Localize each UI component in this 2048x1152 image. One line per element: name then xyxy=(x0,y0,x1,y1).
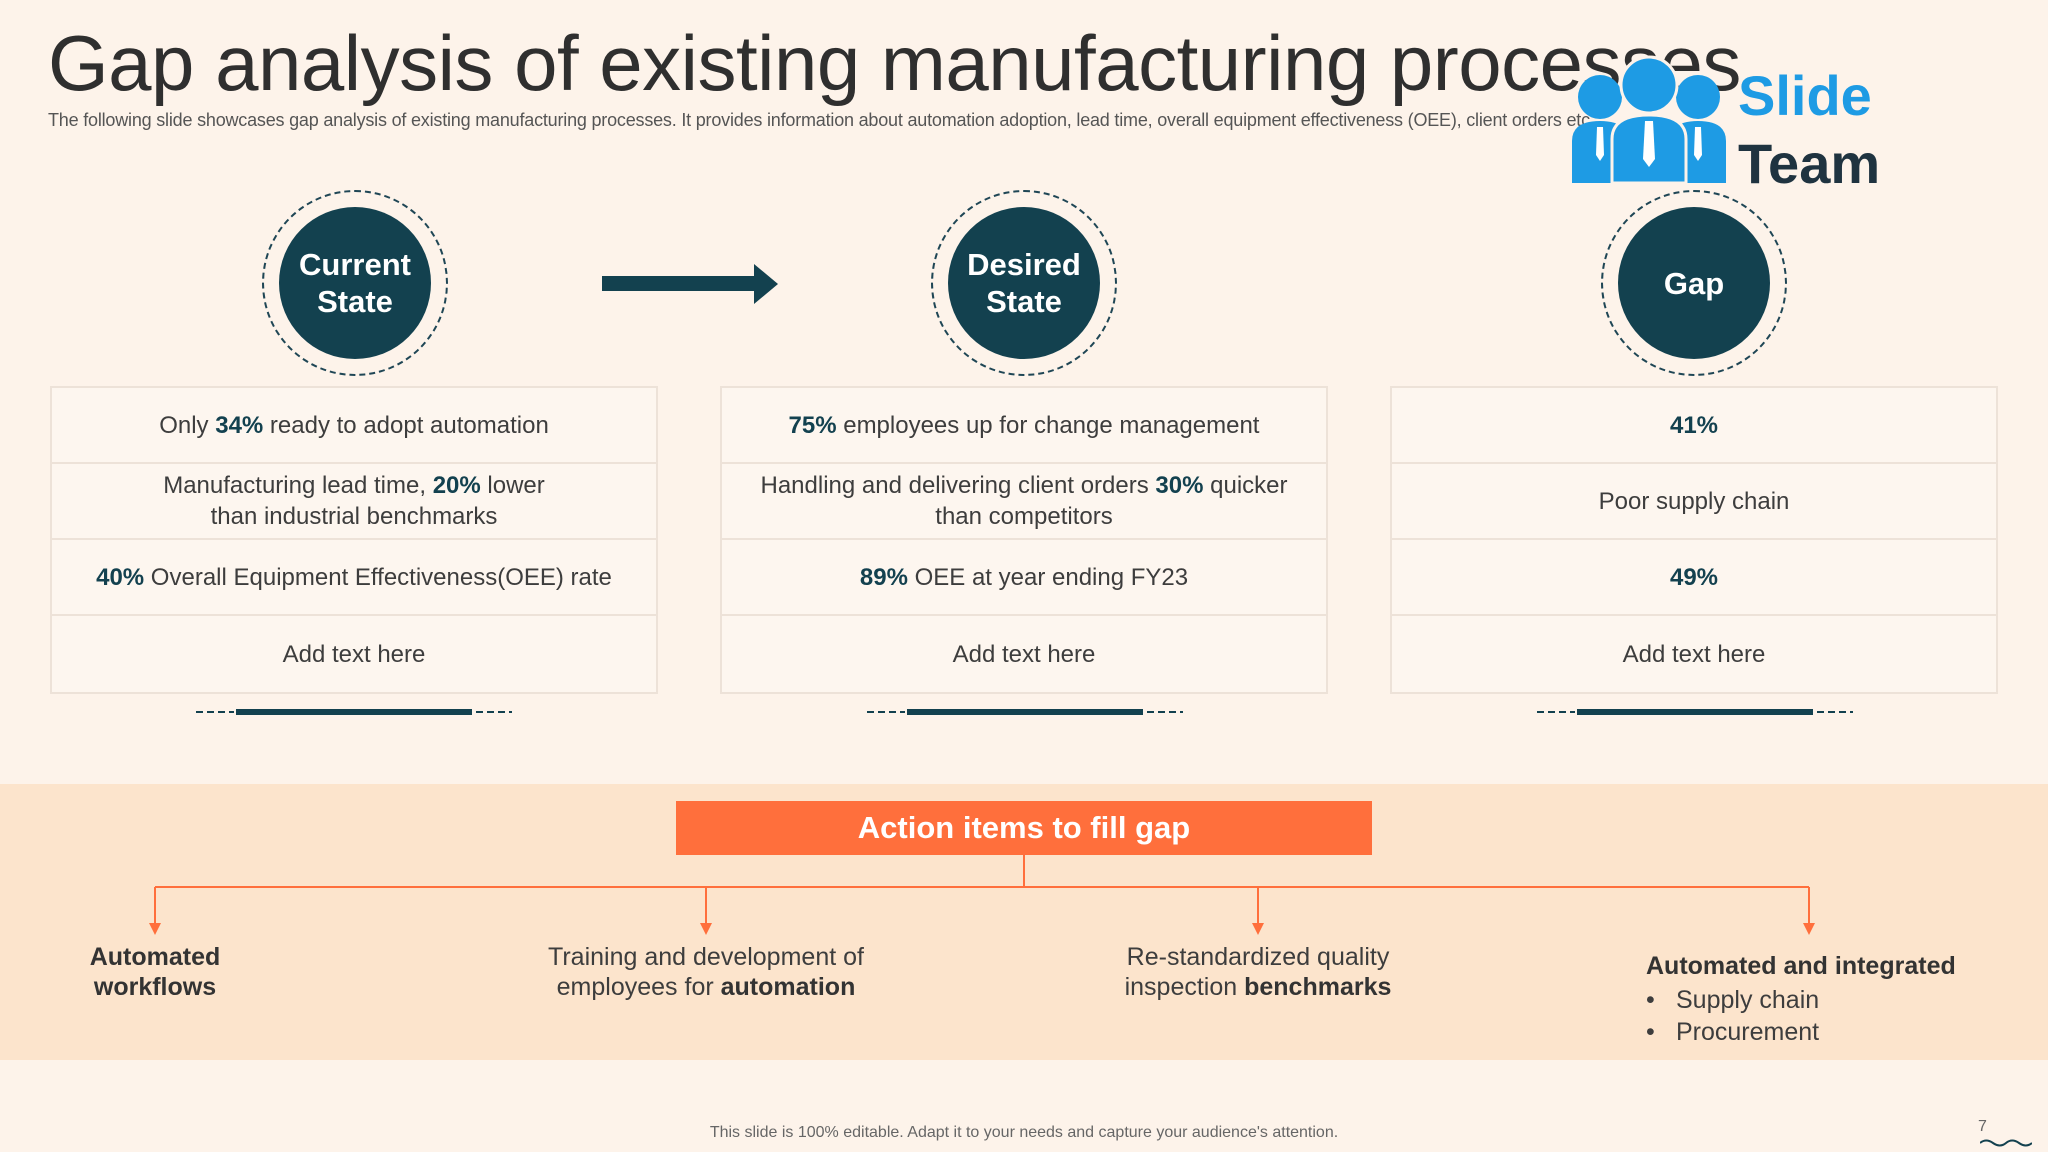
column-divider-line xyxy=(1537,709,1853,715)
connector-lines xyxy=(149,855,1815,935)
desired-state-table: 75% employees up for change management H… xyxy=(720,386,1328,694)
desired-state-badge: Desired State xyxy=(931,190,1117,376)
gap-table: 41% Poor supply chain 49% Add text here xyxy=(1390,386,1998,694)
slide-subtitle: The following slide showcases gap analys… xyxy=(48,110,1595,130)
placeholder-text: Add text here xyxy=(952,640,1096,668)
logo-word-slide: Slide xyxy=(1738,64,1872,127)
action-item-automated-integrated: Automated and integrated Supply chain Pr… xyxy=(1646,951,2006,1048)
list-item: Procurement xyxy=(1646,1016,2006,1048)
table-row: Manufacturing lead time, 20% lower than i… xyxy=(52,464,656,540)
table-row: 89% OEE at year ending FY23 xyxy=(722,540,1326,616)
right-arrow-icon xyxy=(602,264,778,304)
action-item-quality-inspection: Re-standardized quality inspection benchm… xyxy=(1124,943,1392,1001)
logo-word-team: Team xyxy=(1738,132,1881,195)
slide-title: Gap analysis of existing manufacturing p… xyxy=(48,19,1741,107)
gap-badge: Gap xyxy=(1601,190,1787,376)
table-row: 41% xyxy=(1392,388,1996,464)
page-wave-icon xyxy=(1980,1139,2032,1147)
table-row: Add text here xyxy=(722,616,1326,692)
table-row: Only 34% ready to adopt automation xyxy=(52,388,656,464)
column-divider-line xyxy=(867,709,1183,715)
bullet-list: Supply chain Procurement xyxy=(1646,984,2006,1048)
table-row: 40% Overall Equipment Effectiveness(OEE)… xyxy=(52,540,656,616)
list-item: Supply chain xyxy=(1646,984,2006,1016)
table-row: Add text here xyxy=(52,616,656,692)
current-state-table: Only 34% ready to adopt automation Manuf… xyxy=(50,386,658,694)
table-row: 49% xyxy=(1392,540,1996,616)
page-number: 7 xyxy=(1978,1118,1987,1135)
placeholder-text: Add text here xyxy=(282,640,426,668)
column-divider-line xyxy=(196,709,512,715)
footer-note: This slide is 100% editable. Adapt it to… xyxy=(709,1124,1339,1141)
action-items-title: Action items to fill gap xyxy=(676,801,1372,855)
table-row: 75% employees up for change management xyxy=(722,388,1326,464)
current-state-heading: Current State xyxy=(299,247,411,319)
current-state-badge: Current State xyxy=(262,190,448,376)
gap-heading: Gap xyxy=(1663,265,1725,301)
action-item-training: Training and development of employees for… xyxy=(548,943,864,1001)
table-row: Poor supply chain xyxy=(1392,464,1996,540)
action-item-automated-workflows: Automated workflows xyxy=(89,943,221,1001)
table-row: Handling and delivering client orders 30… xyxy=(722,464,1326,540)
placeholder-text: Add text here xyxy=(1622,640,1766,668)
desired-state-heading: Desired State xyxy=(967,247,1081,319)
slideteam-logo: Slide Team xyxy=(1570,55,1890,195)
people-group-icon xyxy=(1572,55,1726,185)
table-row: Add text here xyxy=(1392,616,1996,692)
